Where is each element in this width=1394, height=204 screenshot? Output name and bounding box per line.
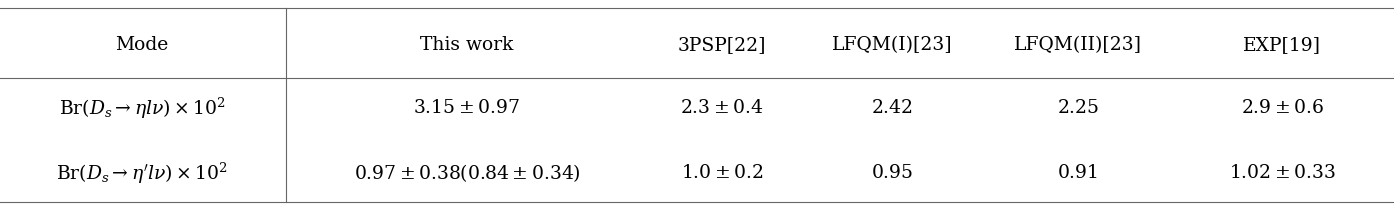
Text: $0.91$: $0.91$	[1057, 164, 1098, 182]
Text: Mode: Mode	[116, 36, 169, 54]
Text: $\mathrm{Br}(D_s \to \eta l\nu) \times 10^2$: $\mathrm{Br}(D_s \to \eta l\nu) \times 1…	[59, 95, 226, 121]
Text: This work: This work	[421, 36, 513, 54]
Text: $2.9 \pm 0.6$: $2.9 \pm 0.6$	[1241, 99, 1324, 117]
Text: $0.97 \pm 0.38(0.84 \pm 0.34)$: $0.97 \pm 0.38(0.84 \pm 0.34)$	[354, 162, 580, 184]
Text: 3PSP[22]: 3PSP[22]	[677, 36, 767, 54]
Text: $0.95$: $0.95$	[871, 164, 913, 182]
Text: $\mathrm{Br}(D_s \to \eta^{\prime} l\nu) \times 10^2$: $\mathrm{Br}(D_s \to \eta^{\prime} l\nu)…	[56, 161, 229, 186]
Text: LFQM(I)[23]: LFQM(I)[23]	[832, 36, 952, 54]
Text: EXP[19]: EXP[19]	[1243, 36, 1322, 54]
Text: $3.15 \pm 0.97$: $3.15 \pm 0.97$	[414, 99, 520, 117]
Text: $2.42$: $2.42$	[871, 99, 913, 117]
Text: $2.25$: $2.25$	[1057, 99, 1098, 117]
Text: $1.0 \pm 0.2$: $1.0 \pm 0.2$	[682, 164, 763, 182]
Text: $2.3 \pm 0.4$: $2.3 \pm 0.4$	[680, 99, 764, 117]
Text: LFQM(II)[23]: LFQM(II)[23]	[1013, 36, 1142, 54]
Text: $1.02 \pm 0.33$: $1.02 \pm 0.33$	[1230, 164, 1335, 182]
